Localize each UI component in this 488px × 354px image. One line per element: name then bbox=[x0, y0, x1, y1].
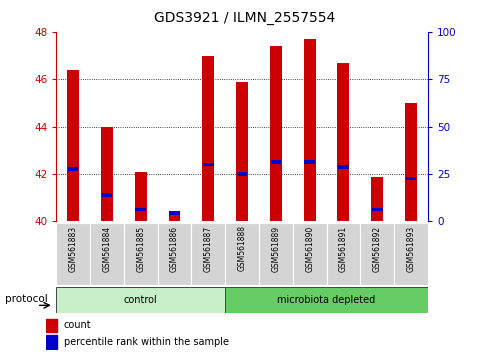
Text: GSM561883: GSM561883 bbox=[68, 225, 78, 272]
Bar bbox=[303, 39, 315, 221]
Bar bbox=[135, 208, 146, 211]
Text: GSM561884: GSM561884 bbox=[102, 225, 111, 272]
Bar bbox=[123, 223, 157, 285]
Bar bbox=[224, 223, 259, 285]
Text: GSM561887: GSM561887 bbox=[203, 225, 212, 272]
Text: count: count bbox=[63, 320, 91, 330]
Bar bbox=[67, 70, 79, 221]
Bar bbox=[157, 223, 191, 285]
Text: GSM561888: GSM561888 bbox=[237, 225, 246, 272]
Text: GSM561892: GSM561892 bbox=[372, 225, 381, 272]
Bar bbox=[393, 223, 427, 285]
Bar bbox=[405, 177, 415, 181]
Bar bbox=[191, 223, 224, 285]
Bar bbox=[56, 223, 90, 285]
Bar bbox=[236, 172, 247, 176]
Bar bbox=[101, 127, 113, 221]
Text: percentile rank within the sample: percentile rank within the sample bbox=[63, 337, 228, 347]
Text: GDS3921 / ILMN_2557554: GDS3921 / ILMN_2557554 bbox=[154, 11, 334, 25]
Bar bbox=[337, 63, 348, 221]
Text: GSM561889: GSM561889 bbox=[271, 225, 280, 272]
Bar bbox=[270, 160, 281, 164]
Text: control: control bbox=[123, 295, 157, 305]
Text: GSM561893: GSM561893 bbox=[406, 225, 415, 272]
Bar bbox=[46, 335, 57, 349]
Bar bbox=[337, 165, 348, 169]
Text: microbiota depleted: microbiota depleted bbox=[277, 295, 375, 305]
Bar bbox=[269, 46, 281, 221]
Text: GSM561891: GSM561891 bbox=[338, 225, 347, 272]
Bar bbox=[292, 223, 326, 285]
Bar bbox=[304, 160, 314, 164]
Bar bbox=[326, 223, 360, 285]
Bar bbox=[56, 287, 224, 313]
Bar bbox=[371, 208, 382, 211]
Text: GSM561890: GSM561890 bbox=[305, 225, 313, 272]
Bar bbox=[370, 177, 382, 221]
Bar bbox=[90, 223, 123, 285]
Bar bbox=[68, 167, 78, 171]
Bar bbox=[259, 223, 292, 285]
Bar bbox=[46, 319, 57, 332]
Bar bbox=[203, 162, 213, 166]
Bar bbox=[169, 211, 180, 215]
Bar bbox=[202, 56, 214, 221]
Text: GSM561886: GSM561886 bbox=[170, 225, 179, 272]
Text: GSM561885: GSM561885 bbox=[136, 225, 145, 272]
Bar bbox=[102, 193, 112, 197]
Bar bbox=[236, 81, 247, 221]
Text: protocol: protocol bbox=[5, 294, 47, 304]
Bar bbox=[224, 287, 427, 313]
Bar bbox=[404, 103, 416, 221]
Bar bbox=[360, 223, 393, 285]
Bar bbox=[135, 172, 146, 221]
Bar bbox=[168, 213, 180, 221]
